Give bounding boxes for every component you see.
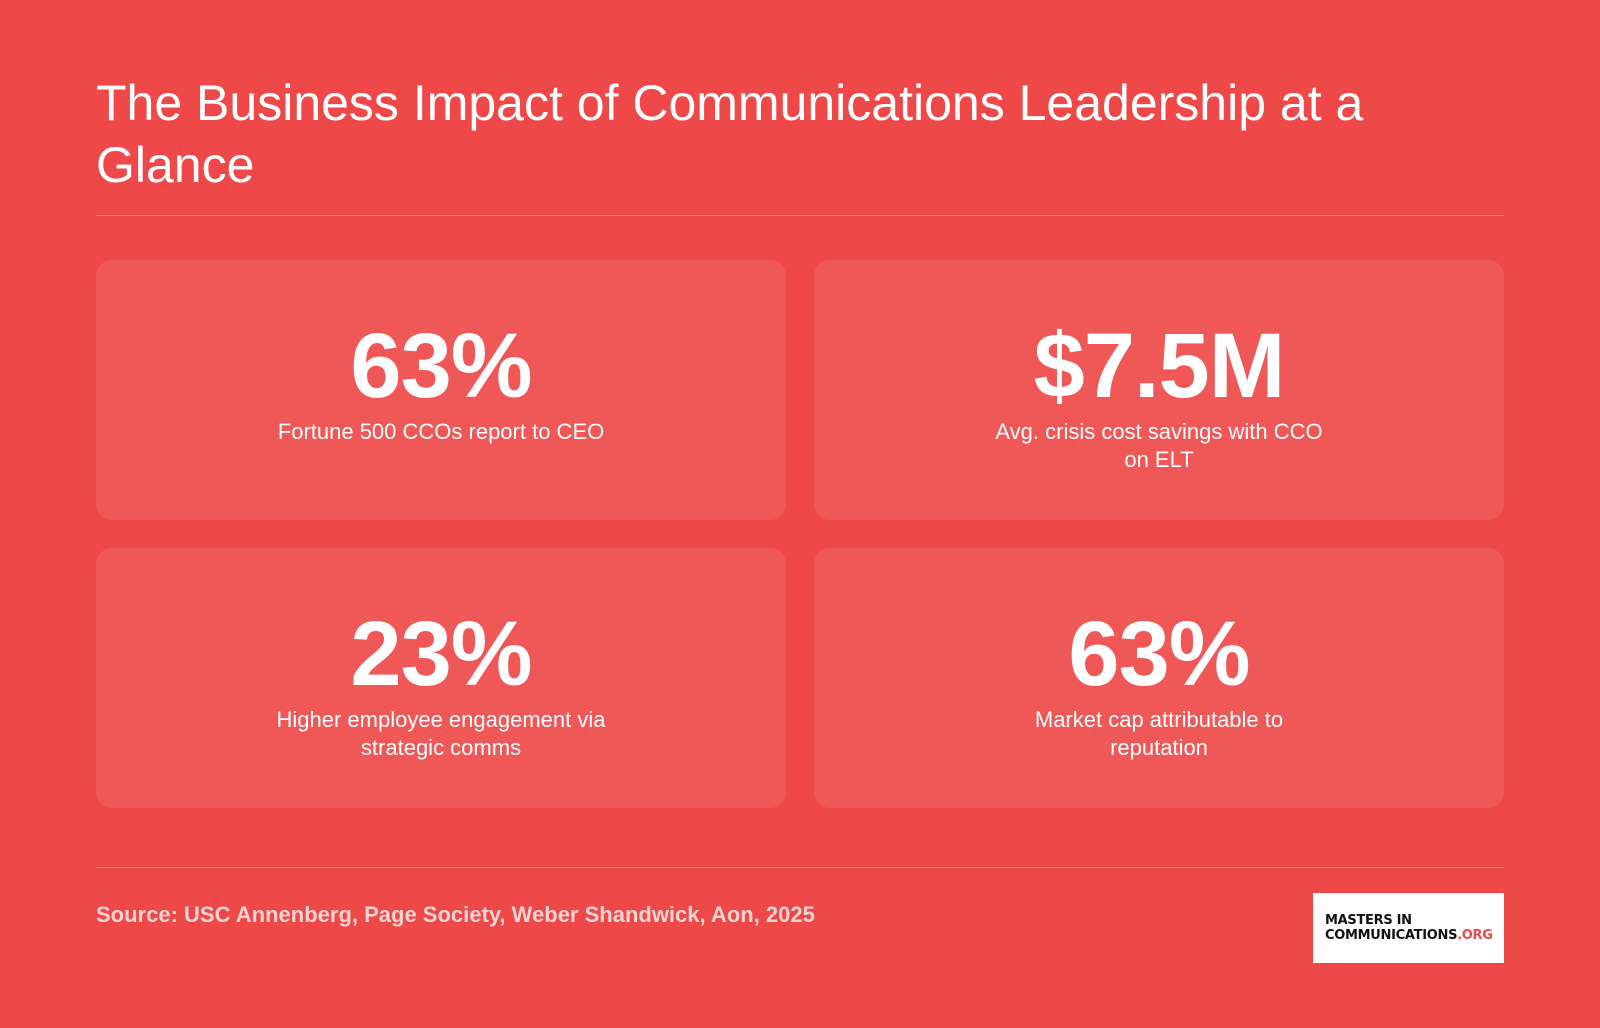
stat-value: $7.5M	[1033, 315, 1286, 417]
infographic: The Business Impact of Communications Le…	[96, 0, 1504, 1028]
title-divider	[96, 215, 1504, 216]
logo-org: .ORG	[1457, 928, 1493, 943]
source-credit: Source: USC Annenberg, Page Society, Web…	[96, 902, 815, 927]
logo-line-1: MASTERS IN	[1325, 913, 1412, 928]
stat-value: 23%	[350, 603, 532, 705]
stat-label: Avg. crisis cost savings with CCO on ELT	[995, 419, 1323, 472]
brand-logo: MASTERS IN COMMUNICATIONS.ORG	[1313, 893, 1504, 963]
stat-value: 63%	[1068, 603, 1250, 705]
stat-label: Market cap attributable to reputation	[1034, 707, 1284, 760]
stats-grid: 63% Fortune 500 CCOs report to CEO $7.5M…	[96, 260, 1504, 808]
stat-card: $7.5M Avg. crisis cost savings with CCO …	[814, 260, 1504, 520]
stat-card: 63% Market cap attributable to reputatio…	[814, 548, 1504, 808]
logo-word: COMMUNICATIONS	[1325, 928, 1458, 943]
stat-card: 23% Higher employee engagement via strat…	[96, 548, 786, 808]
stat-label: Higher employee engagement via strategic…	[276, 707, 606, 760]
footer-divider	[96, 867, 1504, 868]
stat-label: Fortune 500 CCOs report to CEO	[277, 419, 605, 444]
stat-value: 63%	[350, 315, 532, 417]
stat-card: 63% Fortune 500 CCOs report to CEO	[96, 260, 786, 520]
page-title: The Business Impact of Communications Le…	[96, 75, 1364, 193]
logo-line-2: COMMUNICATIONS.ORG	[1325, 928, 1504, 943]
